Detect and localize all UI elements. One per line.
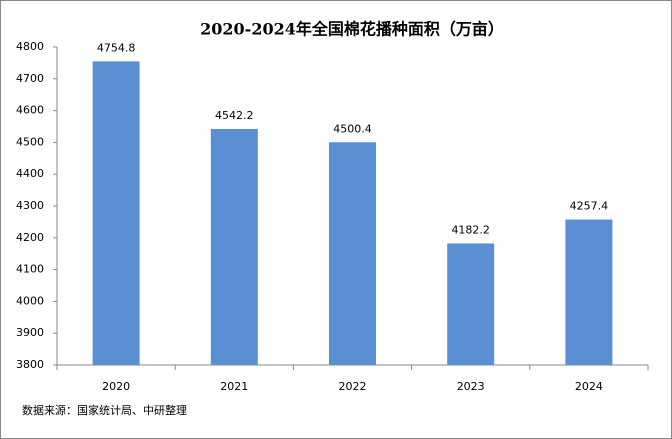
x-tick-label: 2023 xyxy=(457,380,485,393)
y-tick-label: 4600 xyxy=(16,104,44,117)
y-tick-label: 4100 xyxy=(16,263,44,276)
x-tick-label: 2020 xyxy=(102,380,130,393)
bar xyxy=(210,128,258,365)
data-label: 4182.2 xyxy=(451,223,490,236)
y-tick-label: 3900 xyxy=(16,326,44,339)
data-label: 4500.4 xyxy=(333,122,372,135)
y-tick-label: 4000 xyxy=(16,294,44,307)
y-tick-label: 4500 xyxy=(16,135,44,148)
y-tick-label: 4400 xyxy=(16,167,44,180)
source-note: 数据来源：国家统计局、中研整理 xyxy=(22,403,187,417)
data-label: 4754.8 xyxy=(97,41,136,54)
x-tick-label: 2022 xyxy=(339,380,367,393)
y-tick-label: 4200 xyxy=(16,231,44,244)
data-label: 4542.2 xyxy=(215,109,254,122)
y-tick-label: 3800 xyxy=(16,358,44,371)
y-tick-label: 4300 xyxy=(16,199,44,212)
data-label: 4257.4 xyxy=(570,200,609,213)
bar xyxy=(565,219,613,365)
chart-title: 2020-2024年全国棉花播种面积（万亩） xyxy=(200,20,504,39)
bar xyxy=(329,142,376,365)
bar xyxy=(92,61,140,366)
x-tick-label: 2024 xyxy=(575,380,603,393)
y-tick-label: 4700 xyxy=(16,72,44,85)
x-tick-label: 2021 xyxy=(220,380,248,393)
y-tick-label: 4800 xyxy=(16,40,44,53)
bar xyxy=(447,243,495,365)
